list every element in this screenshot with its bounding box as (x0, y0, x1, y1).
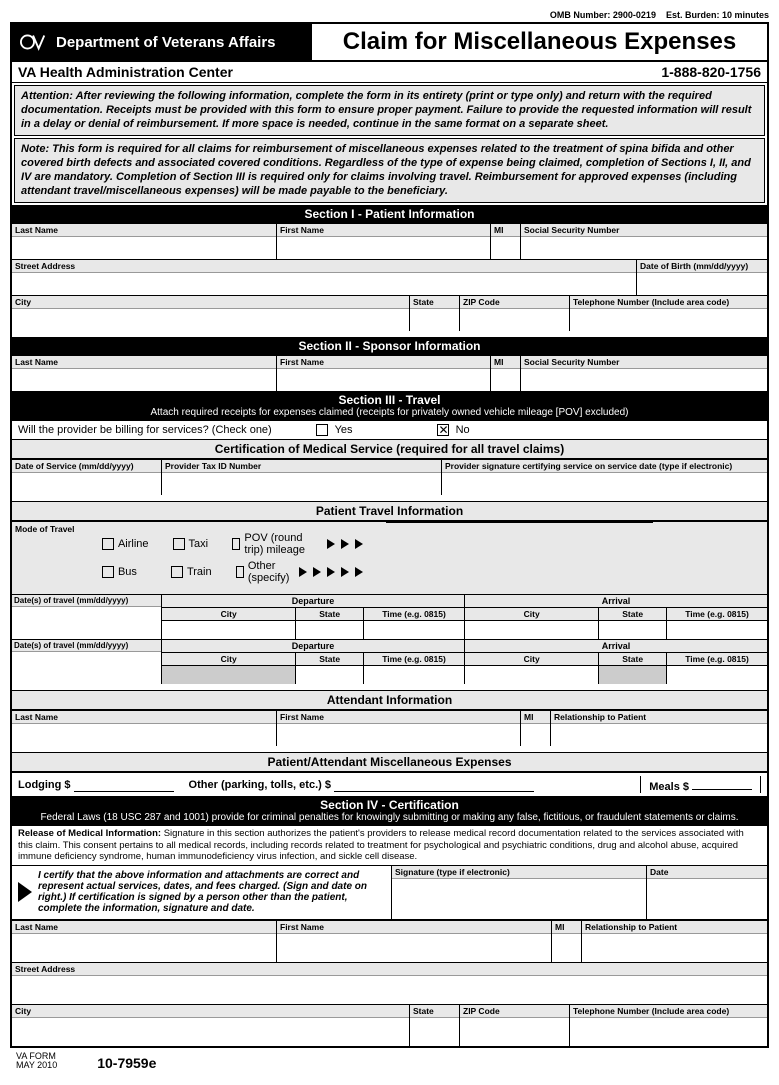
mode-label: Mode of Travel (12, 522, 98, 536)
dep2-city-input[interactable] (162, 666, 295, 684)
s4-state-input[interactable] (410, 1018, 459, 1046)
s4-street-input[interactable] (12, 976, 767, 1004)
signature-input[interactable] (392, 879, 646, 919)
section-4-header: Section IV - Certification (12, 796, 767, 812)
sig-date-input[interactable] (647, 879, 767, 919)
cert-medical-header: Certification of Medical Service (requir… (12, 440, 767, 459)
patient-travel-header: Patient Travel Information (12, 501, 767, 521)
arr1-state-input[interactable] (599, 621, 666, 639)
s4-first-name-input[interactable] (277, 934, 551, 962)
att-mi-input[interactable] (521, 724, 550, 746)
no-checkbox[interactable] (437, 424, 449, 436)
bus-checkbox[interactable] (102, 566, 114, 578)
instruction-note: Note: This form is required for all clai… (14, 138, 765, 203)
provider-tax-input[interactable] (162, 473, 441, 495)
other-exp-input[interactable] (334, 778, 534, 792)
arr1-city-input[interactable] (465, 621, 598, 639)
s4-rel-input[interactable] (582, 934, 767, 962)
form-title: Claim for Miscellaneous Expenses (312, 24, 767, 60)
att-rel-input[interactable] (551, 724, 767, 746)
s4-city-input[interactable] (12, 1018, 409, 1046)
arr2-time-input[interactable] (667, 666, 767, 684)
s1-street-input[interactable] (12, 273, 636, 295)
pov-mileage-input[interactable] (386, 522, 653, 523)
section-1-header: Section I - Patient Information (12, 205, 767, 223)
att-last-name-input[interactable] (12, 724, 276, 746)
arrow-icon (327, 567, 335, 577)
header-bar: Department of Veterans Affairs Claim for… (12, 24, 767, 62)
travel-date-1-input[interactable] (12, 606, 161, 638)
s2-ssn-input[interactable] (521, 369, 767, 391)
meals-input[interactable] (692, 776, 752, 790)
taxi-checkbox[interactable] (173, 538, 185, 550)
s1-dob-input[interactable] (637, 273, 767, 295)
dep2-state-input[interactable] (296, 666, 363, 684)
lodging-input[interactable] (74, 778, 174, 792)
s1-zip-input[interactable] (460, 309, 569, 331)
s4-phone-input[interactable] (570, 1018, 767, 1046)
va-logo-icon (20, 30, 48, 54)
arr2-city-input[interactable] (465, 666, 598, 684)
arr1-time-input[interactable] (667, 621, 767, 639)
arrow-icon (18, 882, 32, 902)
certify-statement: I certify that the above information and… (12, 866, 392, 919)
s1-state-input[interactable] (410, 309, 459, 331)
attendant-info-header: Attendant Information (12, 690, 767, 710)
pov-checkbox[interactable] (232, 538, 240, 550)
form-footer: VA FORM MAY 2010 10-7959e (10, 1048, 769, 1076)
sub-header: VA Health Administration Center 1-888-82… (12, 62, 767, 83)
s4-last-name-input[interactable] (12, 934, 276, 962)
arrow-icon (313, 567, 321, 577)
arrow-icon (327, 539, 335, 549)
arrow-icon (341, 539, 349, 549)
s1-phone-input[interactable] (570, 309, 767, 331)
s2-mi-input[interactable] (491, 369, 520, 391)
federal-laws-text: Federal Laws (18 USC 287 and 1001) provi… (12, 812, 767, 826)
s4-mi-input[interactable] (552, 934, 581, 962)
arrow-icon (341, 567, 349, 577)
dept-title: Department of Veterans Affairs (56, 34, 276, 51)
s1-last-name-input[interactable] (12, 237, 276, 259)
yes-checkbox[interactable] (316, 424, 328, 436)
arrow-icon (299, 567, 307, 577)
section-3-subtitle: Attach required receipts for expenses cl… (12, 407, 767, 421)
arr2-state-input[interactable] (599, 666, 666, 684)
instruction-attention: Attention: After reviewing the following… (14, 85, 765, 136)
section-2-header: Section II - Sponsor Information (12, 337, 767, 355)
billing-question-row: Will the provider be billing for service… (12, 421, 767, 440)
dep1-time-input[interactable] (364, 621, 464, 639)
provider-sig-input[interactable] (442, 473, 767, 495)
s1-first-name-input[interactable] (277, 237, 490, 259)
travel-date-2-input[interactable] (12, 651, 161, 683)
train-checkbox[interactable] (171, 566, 183, 578)
s2-first-name-input[interactable] (277, 369, 490, 391)
top-meta: OMB Number: 2900-0219 Est. Burden: 10 mi… (10, 10, 769, 20)
misc-expenses-header: Patient/Attendant Miscellaneous Expenses (12, 752, 767, 772)
dep1-state-input[interactable] (296, 621, 363, 639)
arrow-icon (355, 539, 363, 549)
arrow-icon (355, 567, 363, 577)
misc-expenses-row: Lodging $ Other (parking, tolls, etc.) $… (12, 772, 767, 796)
section-3-header: Section III - Travel (12, 391, 767, 407)
other-checkbox[interactable] (236, 566, 244, 578)
s1-mi-input[interactable] (491, 237, 520, 259)
s4-zip-input[interactable] (460, 1018, 569, 1046)
airline-checkbox[interactable] (102, 538, 114, 550)
dep1-city-input[interactable] (162, 621, 295, 639)
s1-ssn-input[interactable] (521, 237, 767, 259)
dep2-time-input[interactable] (364, 666, 464, 684)
dos-input[interactable] (12, 473, 161, 495)
release-text: Release of Medical Information: Signatur… (12, 826, 767, 864)
s1-city-input[interactable] (12, 309, 409, 331)
att-first-name-input[interactable] (277, 724, 520, 746)
s2-last-name-input[interactable] (12, 369, 276, 391)
